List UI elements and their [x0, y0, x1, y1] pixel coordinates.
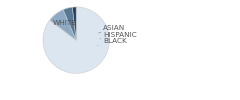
Text: BLACK: BLACK [98, 38, 127, 46]
Wedge shape [43, 7, 109, 73]
Text: HISPANIC: HISPANIC [100, 32, 137, 39]
Wedge shape [63, 7, 76, 40]
Wedge shape [72, 7, 76, 40]
Wedge shape [50, 10, 76, 40]
Text: ASIAN: ASIAN [99, 25, 126, 33]
Text: WHITE: WHITE [52, 20, 76, 31]
